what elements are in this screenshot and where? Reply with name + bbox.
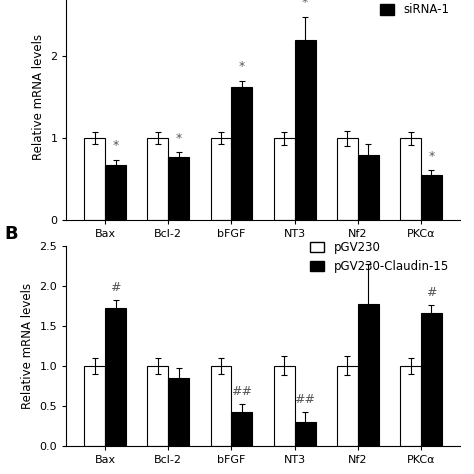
Text: B: B bbox=[5, 225, 18, 243]
Bar bbox=[274, 366, 295, 446]
Bar bbox=[295, 40, 316, 220]
Legend: pGV230, pGV230-Claudin-15: pGV230, pGV230-Claudin-15 bbox=[306, 237, 454, 278]
Text: ##: ## bbox=[231, 385, 252, 398]
Y-axis label: Relative mRNA levels: Relative mRNA levels bbox=[32, 34, 45, 160]
Bar bbox=[400, 366, 421, 446]
Text: #: # bbox=[426, 286, 437, 299]
Text: *: * bbox=[302, 0, 308, 9]
Bar bbox=[84, 366, 105, 446]
Text: *: * bbox=[239, 60, 245, 73]
Bar bbox=[400, 138, 421, 220]
Bar bbox=[105, 308, 126, 446]
Legend: NC, siRNA-1: NC, siRNA-1 bbox=[375, 0, 454, 21]
Text: *: * bbox=[112, 139, 118, 152]
Bar bbox=[147, 138, 168, 220]
Bar bbox=[168, 157, 189, 220]
Text: *: * bbox=[175, 132, 182, 145]
Bar bbox=[147, 366, 168, 446]
Bar bbox=[210, 138, 231, 220]
Text: #: # bbox=[110, 281, 121, 294]
Bar bbox=[231, 412, 252, 446]
Y-axis label: Relative mRNA levels: Relative mRNA levels bbox=[21, 283, 34, 409]
Bar bbox=[210, 366, 231, 446]
Bar bbox=[358, 304, 379, 446]
Text: ##: ## bbox=[295, 393, 316, 406]
Bar bbox=[274, 138, 295, 220]
Bar bbox=[231, 87, 252, 220]
Bar bbox=[105, 164, 126, 220]
Bar bbox=[295, 422, 316, 446]
Bar bbox=[421, 312, 442, 446]
Bar bbox=[358, 155, 379, 220]
Bar bbox=[168, 378, 189, 446]
Bar bbox=[337, 366, 358, 446]
Text: *: * bbox=[428, 150, 435, 163]
Bar bbox=[337, 138, 358, 220]
Bar bbox=[421, 175, 442, 220]
Bar bbox=[84, 138, 105, 220]
